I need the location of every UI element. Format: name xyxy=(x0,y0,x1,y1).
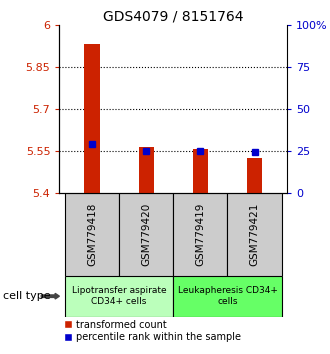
Text: Lipotransfer aspirate
CD34+ cells: Lipotransfer aspirate CD34+ cells xyxy=(72,286,166,306)
Bar xyxy=(193,149,208,193)
Bar xyxy=(139,147,154,193)
Text: Leukapheresis CD34+
cells: Leukapheresis CD34+ cells xyxy=(178,286,278,306)
Text: GSM779419: GSM779419 xyxy=(195,203,205,266)
Legend: transformed count, percentile rank within the sample: transformed count, percentile rank withi… xyxy=(64,320,241,342)
Bar xyxy=(119,193,173,276)
Bar xyxy=(65,193,119,276)
Bar xyxy=(65,276,173,317)
Text: GSM779421: GSM779421 xyxy=(249,203,260,266)
Text: GSM779418: GSM779418 xyxy=(87,203,97,266)
Title: GDS4079 / 8151764: GDS4079 / 8151764 xyxy=(103,10,244,24)
Text: cell type: cell type xyxy=(3,291,51,301)
Bar xyxy=(247,158,262,193)
Bar xyxy=(173,193,227,276)
Text: GSM779420: GSM779420 xyxy=(141,203,151,266)
Bar xyxy=(84,45,100,193)
Bar xyxy=(173,276,282,317)
Bar xyxy=(227,193,282,276)
